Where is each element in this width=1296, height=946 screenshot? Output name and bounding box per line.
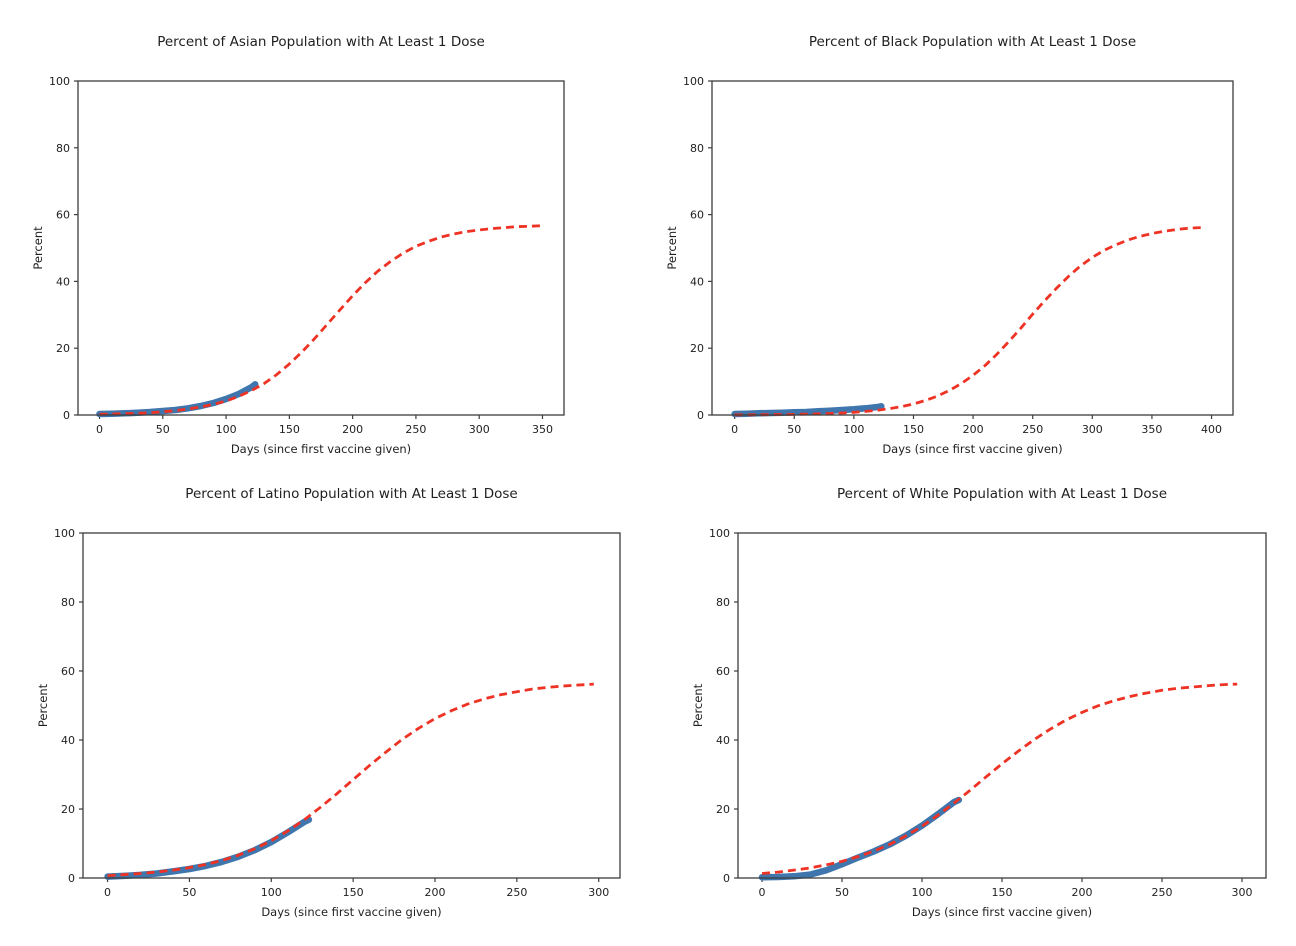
x-tick-label: 200 (963, 423, 984, 436)
x-tick-label: 150 (992, 886, 1013, 899)
x-tick-label: 100 (912, 886, 933, 899)
chart-canvas-latino: 0 50 100 150 200 250 300 0 20 40 60 80 100 Days (sinc… (36, 527, 621, 919)
y-tick-label: 40 (56, 275, 70, 288)
y-tick-label: 40 (690, 275, 704, 288)
y-tick-label: 20 (690, 342, 704, 355)
y-tick-label: 100 (683, 75, 704, 88)
y-tick-label: 80 (690, 142, 704, 155)
logistic_fit-line (99, 224, 543, 416)
subplot-latino: Percent of Latino Population with At Lea… (0, 473, 648, 946)
logistic_fit-line (734, 225, 1206, 417)
x-tick-label: 150 (903, 423, 924, 436)
x-tick-label: 50 (156, 423, 170, 436)
y-tick-label: 60 (56, 209, 70, 222)
x-tick-label: 100 (843, 423, 864, 436)
plot-border (711, 80, 1234, 416)
chart-title-white: Percent of White Population with At Leas… (836, 486, 1168, 502)
y-tick-label: 40 (716, 734, 730, 747)
y-tick-label: 60 (690, 209, 704, 222)
x-tick-label: 200 (424, 886, 445, 899)
x-tick-label: 0 (104, 886, 111, 899)
y-axis-label: Percent (665, 226, 679, 270)
y-axis-label: Percent (36, 683, 50, 727)
subplot-black: Percent of Black Population with At Leas… (648, 0, 1296, 473)
chart-title-asian: Percent of Asian Population with At Leas… (157, 34, 485, 50)
x-tick-label: 0 (759, 886, 766, 899)
x-tick-label: 250 (1152, 886, 1173, 899)
y-tick-label: 80 (716, 596, 730, 609)
x-tick-label: 100 (261, 886, 282, 899)
x-tick-label: 250 (1022, 423, 1043, 436)
plot-border (82, 532, 621, 879)
y-tick-label: 20 (61, 803, 75, 816)
x-tick-label: 300 (588, 886, 609, 899)
chart-canvas-white: 0 50 100 150 200 250 300 0 20 40 60 80 100 Days (sinc… (691, 527, 1267, 919)
x-tick-label: 300 (1082, 423, 1103, 436)
subplot-asian: Percent of Asian Population with At Leas… (0, 0, 648, 473)
x-tick-label: 150 (279, 423, 300, 436)
x-tick-label: 400 (1201, 423, 1222, 436)
y-tick-label: 80 (56, 142, 70, 155)
x-tick-label: 300 (1232, 886, 1253, 899)
x-tick-label: 350 (532, 423, 553, 436)
observed-line (731, 403, 885, 418)
x-axis-label: Days (since first vaccine given) (882, 442, 1062, 456)
y-tick-label: 0 (63, 409, 70, 422)
y-tick-label: 0 (697, 409, 704, 422)
x-axis-label: Days (since first vaccine given) (261, 905, 441, 919)
y-axis-label: Percent (691, 683, 705, 727)
x-tick-label: 350 (1141, 423, 1162, 436)
y-tick-label: 60 (61, 665, 75, 678)
x-tick-label: 50 (182, 886, 196, 899)
y-tick-label: 60 (716, 665, 730, 678)
y-tick-label: 100 (49, 75, 70, 88)
x-tick-label: 50 (787, 423, 801, 436)
y-tick-label: 100 (709, 527, 730, 540)
observed-line (104, 816, 313, 880)
plot-border (77, 80, 565, 416)
x-tick-label: 0 (96, 423, 103, 436)
chart-title-latino: Percent of Latino Population with At Lea… (185, 486, 518, 502)
x-tick-label: 250 (506, 886, 527, 899)
logistic_fit-line (761, 682, 1238, 875)
x-tick-label: 300 (469, 423, 490, 436)
y-tick-label: 80 (61, 596, 75, 609)
y-tick-label: 20 (56, 342, 70, 355)
y-tick-label: 40 (61, 734, 75, 747)
y-tick-label: 0 (68, 872, 75, 885)
x-tick-label: 50 (835, 886, 849, 899)
y-tick-label: 0 (723, 872, 730, 885)
x-tick-label: 150 (343, 886, 364, 899)
plot-border (737, 532, 1267, 879)
y-tick-label: 100 (54, 527, 75, 540)
x-tick-label: 250 (405, 423, 426, 436)
y-tick-label: 20 (716, 803, 730, 816)
x-tick-label: 200 (342, 423, 363, 436)
chart-canvas-black: 0 50 100 150 200 250 300 350 400 0 20 40 60 80 100 Days… (665, 75, 1234, 456)
x-axis-label: Days (since first vaccine given) (912, 905, 1092, 919)
chart-title-black: Percent of Black Population with At Leas… (808, 34, 1137, 50)
subplot-white: Percent of White Population with At Leas… (648, 473, 1296, 946)
x-tick-label: 200 (1072, 886, 1093, 899)
chart-canvas-asian: 0 50 100 150 200 250 300 350 0 20 40 60 80 100 Days (s… (31, 75, 565, 456)
y-axis-label: Percent (31, 226, 45, 270)
logistic_fit-line (107, 682, 594, 877)
x-tick-label: 0 (731, 423, 738, 436)
observed-line (758, 796, 963, 881)
x-axis-label: Days (since first vaccine given) (231, 442, 411, 456)
x-tick-label: 100 (216, 423, 237, 436)
